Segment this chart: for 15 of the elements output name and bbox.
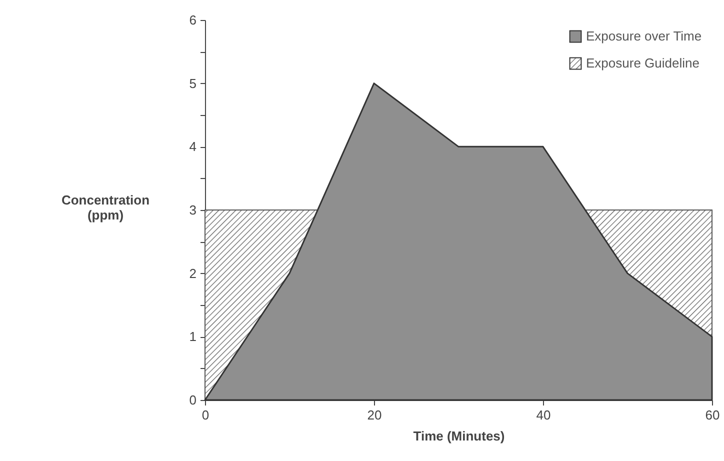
x-tick-label: 60	[705, 408, 720, 422]
legend-label: Exposure Guideline	[586, 56, 700, 70]
y-tick-label: 3	[189, 202, 196, 218]
y-axis-title: Concentration (ppm)	[61, 192, 150, 222]
y-tick-label: 0	[189, 392, 196, 408]
x-tick-label: 20	[367, 408, 382, 422]
legend-label: Exposure over Time	[586, 28, 702, 44]
y-tick-label: 4	[189, 139, 196, 154]
x-tick-label: 40	[536, 408, 551, 422]
y-tick-label: 1	[189, 329, 196, 344]
y-tick-label: 2	[189, 266, 196, 281]
x-axis-title: Time (Minutes)	[413, 428, 505, 444]
y-tick-label: 6	[189, 12, 196, 28]
y-tick-label: 5	[189, 76, 196, 91]
x-tick-label: 0	[202, 408, 210, 422]
